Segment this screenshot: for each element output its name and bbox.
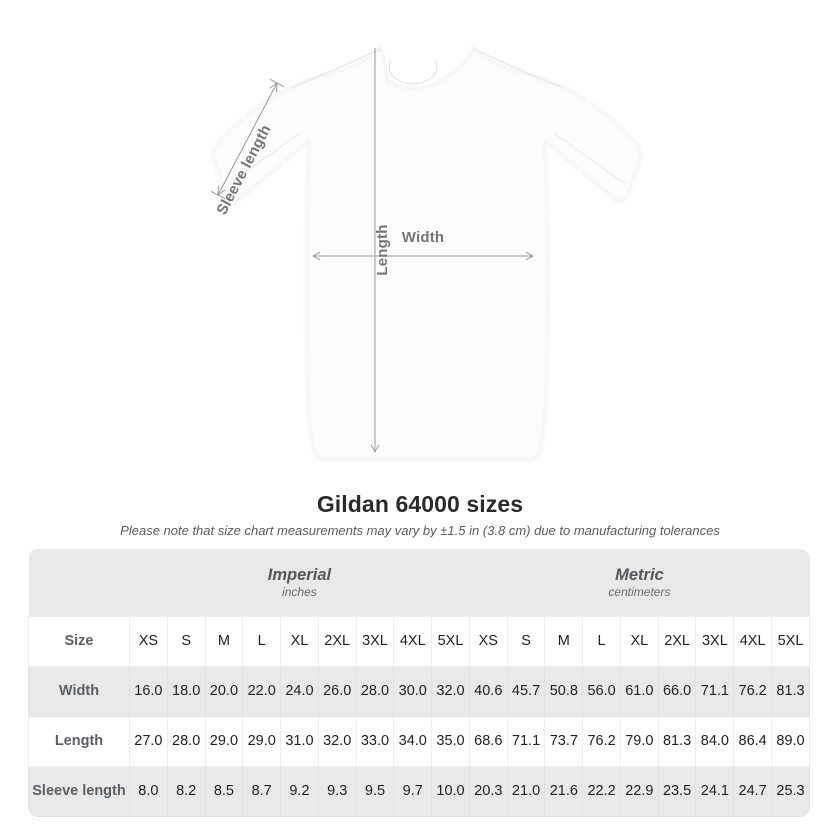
svg-text:Width: Width xyxy=(402,229,445,246)
svg-text:Length: Length xyxy=(374,224,391,275)
